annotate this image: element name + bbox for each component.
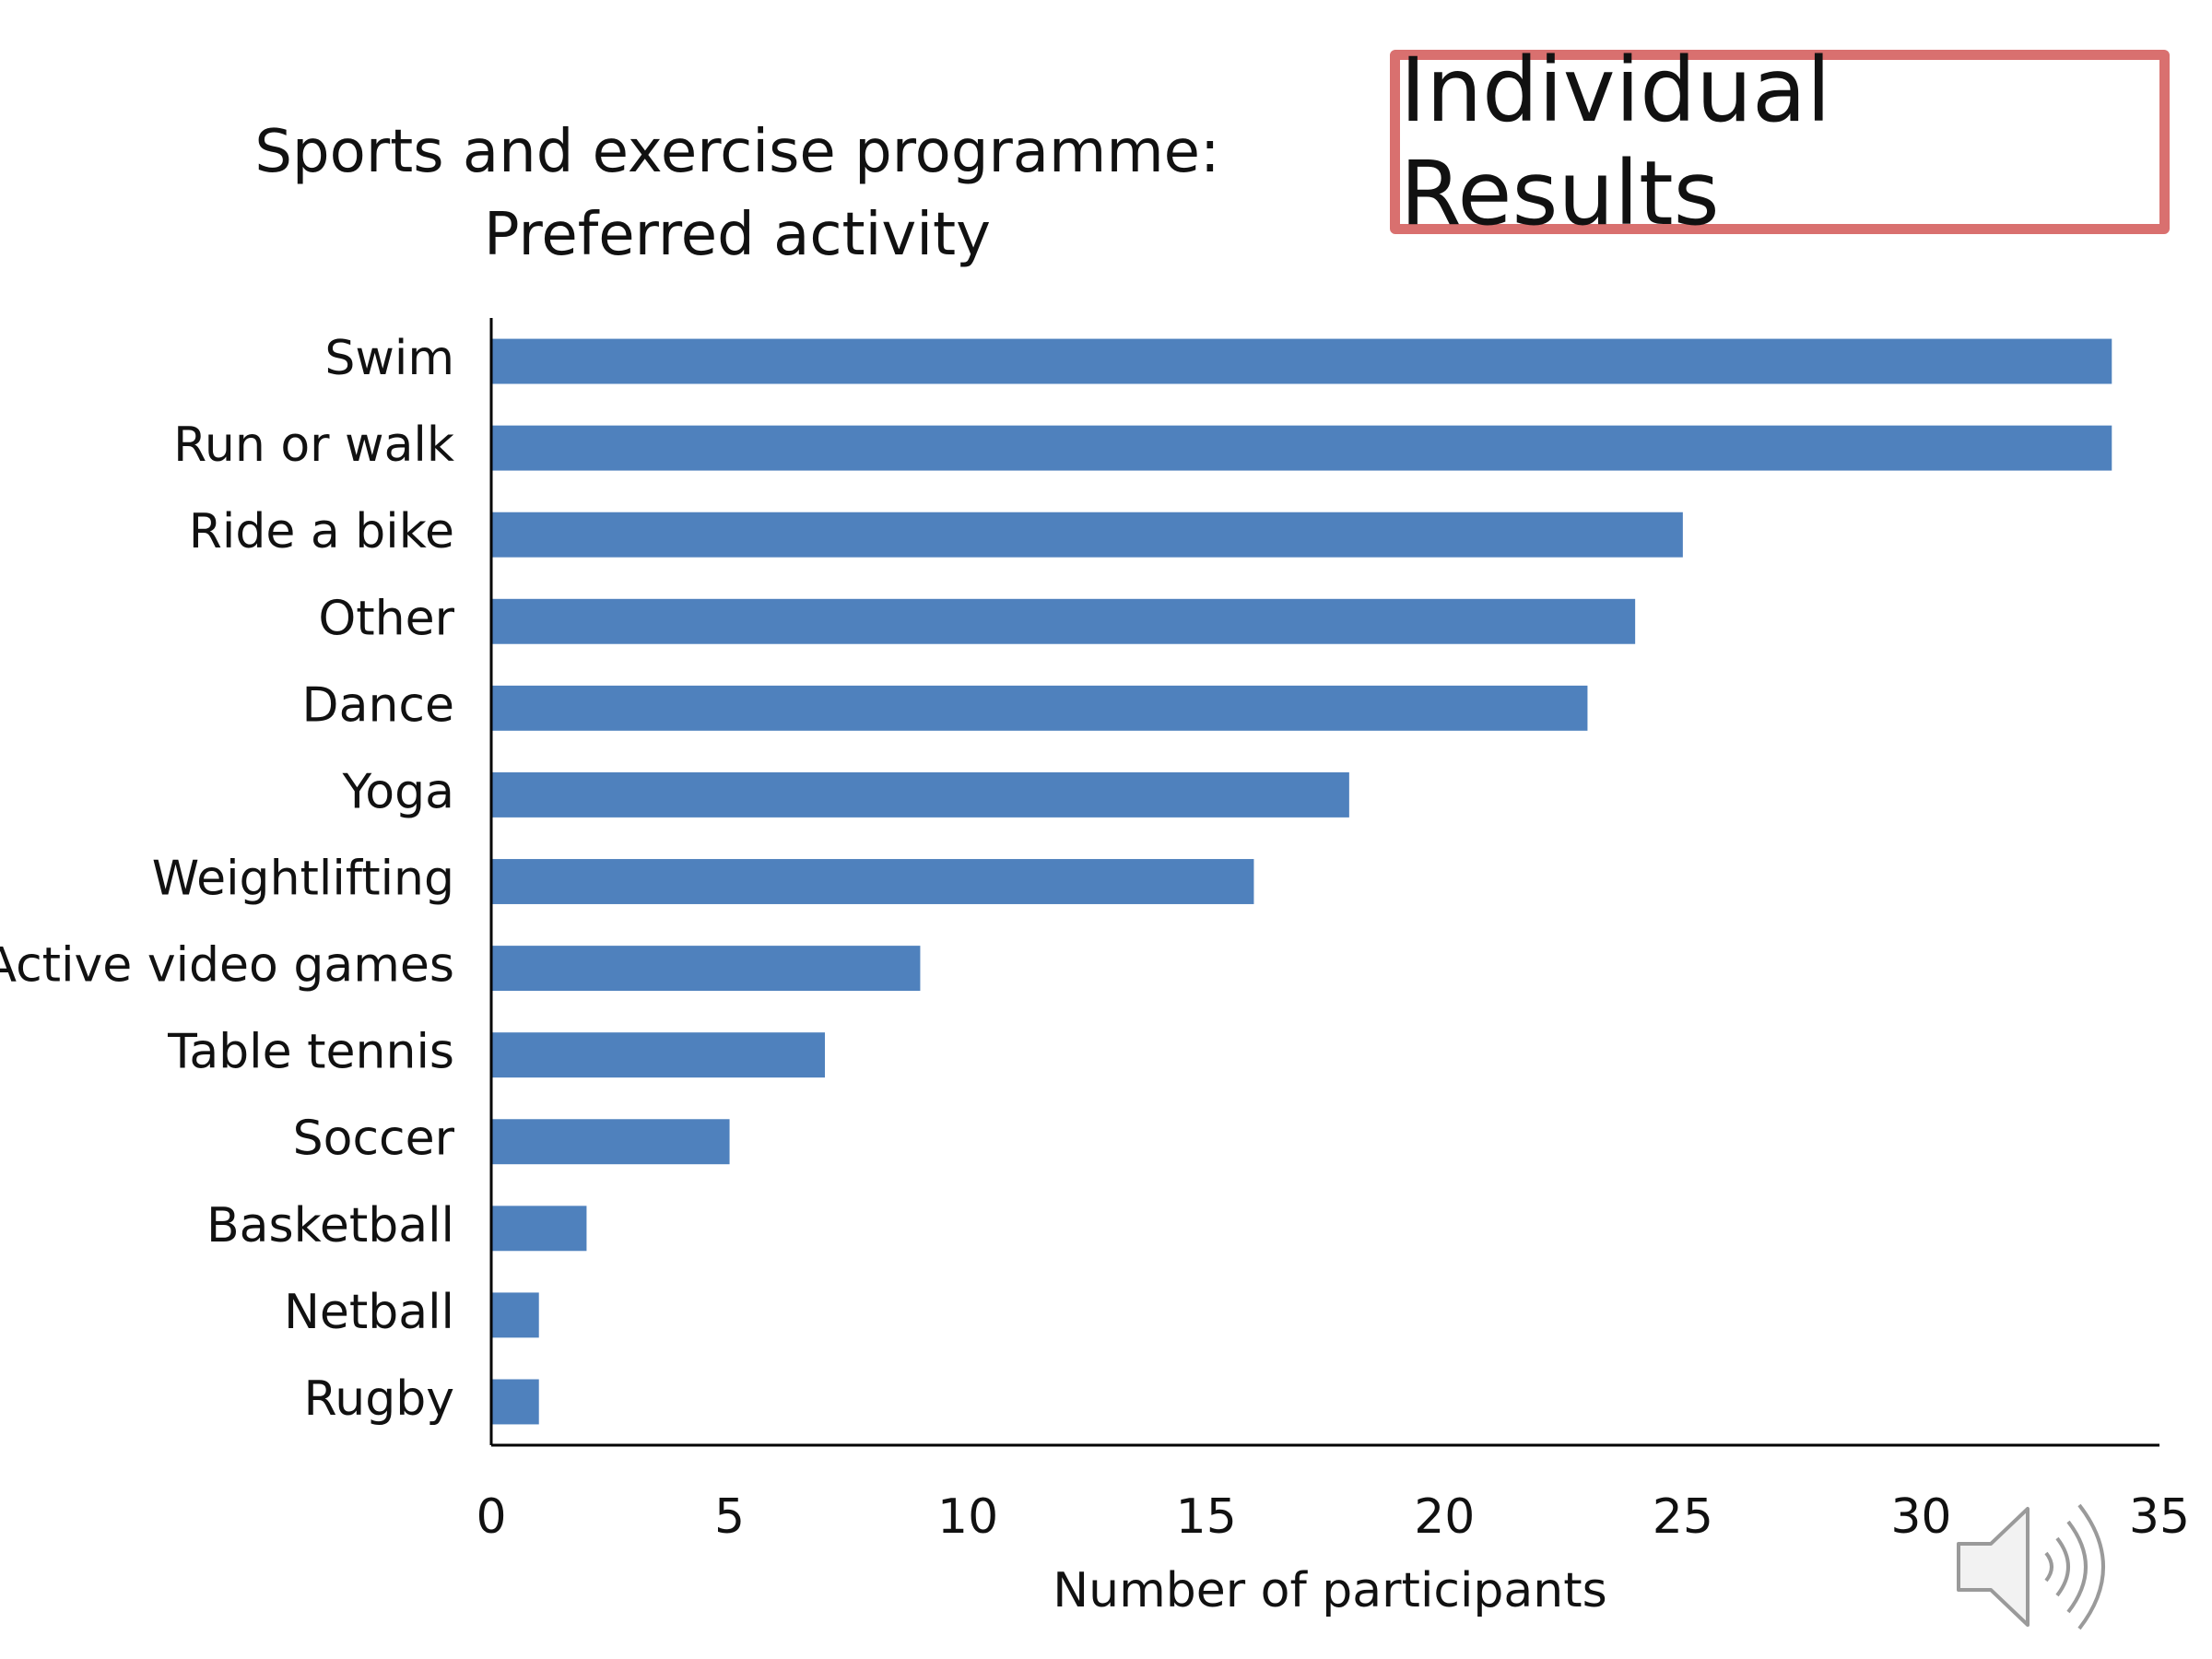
- bar: [491, 946, 921, 992]
- x-tick-label: 5: [714, 1489, 745, 1545]
- category-label: Dance: [302, 677, 454, 733]
- x-tick-label: 10: [937, 1489, 998, 1545]
- x-tick-label: 30: [1890, 1489, 1951, 1545]
- bar: [491, 425, 2112, 471]
- bar: [491, 598, 1636, 644]
- x-tick-label: 15: [1176, 1489, 1237, 1545]
- bar: [491, 1379, 539, 1425]
- category-label: Run or walk: [173, 418, 454, 473]
- category-label: Swim: [324, 331, 454, 386]
- chart-title-line1: Sports and exercise programme:: [254, 118, 1220, 186]
- speaker-icon[interactable]: [1954, 1498, 2129, 1636]
- category-label: Rugby: [303, 1371, 454, 1427]
- category-label: Netball: [284, 1285, 454, 1340]
- individual-results-badge: Individual Results: [1390, 39, 2170, 245]
- category-label: Yoga: [341, 764, 454, 819]
- category-label: Weightlifting: [152, 852, 454, 907]
- bar: [491, 771, 1349, 818]
- chart-title-line2: Preferred activity: [484, 201, 991, 269]
- category-label: Soccer: [293, 1112, 455, 1167]
- x-tick-label: 0: [476, 1489, 506, 1545]
- bar: [491, 512, 1683, 558]
- x-tick-label: 35: [2129, 1489, 2190, 1545]
- bar: [491, 1292, 539, 1338]
- category-label: Ride a bike: [189, 504, 454, 559]
- bar: [491, 1119, 730, 1165]
- category-label: Table tennis: [167, 1025, 454, 1080]
- bar: [491, 685, 1588, 731]
- x-tick-label: 25: [1653, 1489, 1713, 1545]
- bar: [491, 1032, 825, 1078]
- category-label: Active video games: [0, 938, 454, 994]
- x-axis-label: Number of participants: [1053, 1563, 1607, 1618]
- chart-title: Sports and exercise programme: Preferred…: [203, 111, 1272, 276]
- bar: [491, 338, 2112, 384]
- x-tick-label: 20: [1414, 1489, 1475, 1545]
- category-label: Other: [318, 591, 454, 646]
- category-label: Basketball: [206, 1198, 454, 1253]
- bar: [491, 859, 1254, 904]
- bar: [491, 1206, 587, 1252]
